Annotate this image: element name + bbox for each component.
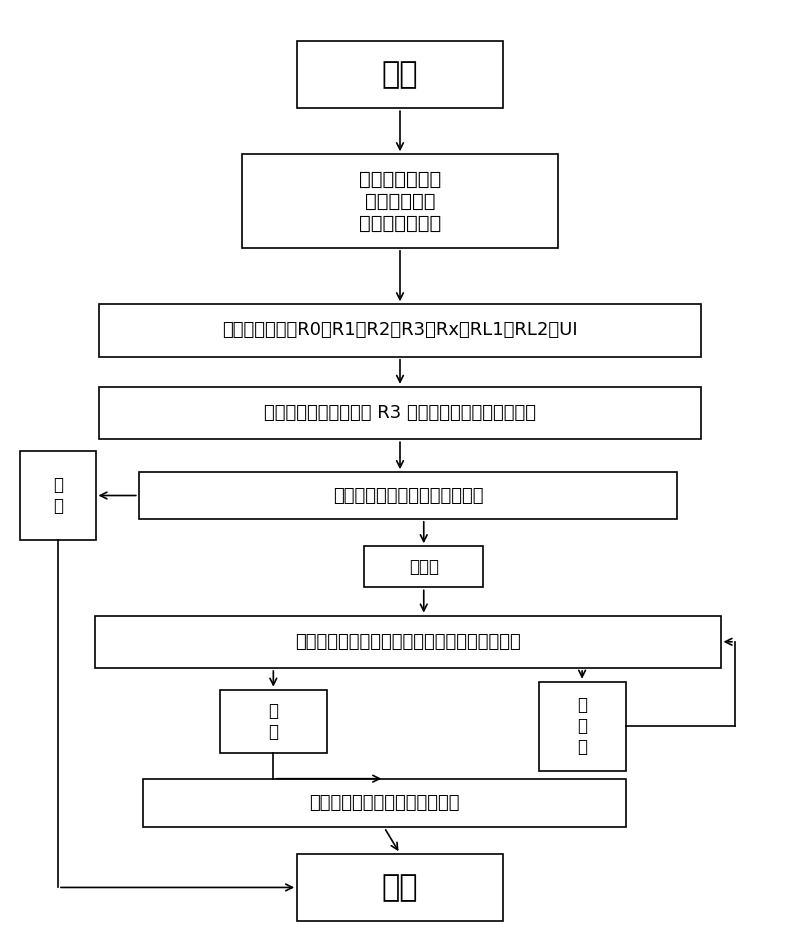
Text: 输入相应参数：R0、R1、R2、R3、Rx、RL1、RL2、UI: 输入相应参数：R0、R1、R2、R3、Rx、RL1、RL2、UI xyxy=(222,322,578,340)
Text: 计算当电位器触点处在 R3 点时，各支路的电流和功率: 计算当电位器触点处在 R3 点时，各支路的电流和功率 xyxy=(264,404,536,422)
Text: 满
意: 满 意 xyxy=(268,702,278,741)
Text: 选择手柄类型：
单电位器手柄
或双电位器手柄: 选择手柄类型： 单电位器手柄 或双电位器手柄 xyxy=(359,169,441,233)
Text: 输出此时各支路所对应的电阻值: 输出此时各支路所对应的电阻值 xyxy=(309,794,459,812)
Bar xyxy=(20,451,96,540)
Bar xyxy=(99,305,701,357)
Bar xyxy=(99,387,701,439)
Text: 满
意: 满 意 xyxy=(53,476,63,515)
Bar xyxy=(95,616,721,668)
Text: 不
满
意: 不 满 意 xyxy=(577,696,587,756)
Text: 微调相应电阻阻值，实时输出相应电流变化曲线: 微调相应电阻阻值，实时输出相应电流变化曲线 xyxy=(295,633,521,651)
Bar xyxy=(142,779,626,828)
Bar xyxy=(242,154,558,248)
Text: 开始: 开始 xyxy=(382,60,418,89)
Bar xyxy=(297,41,503,108)
Bar xyxy=(220,690,326,753)
Text: 不满意: 不满意 xyxy=(409,558,438,576)
Bar xyxy=(138,472,677,519)
Bar xyxy=(364,546,483,587)
Bar xyxy=(297,853,503,921)
Bar xyxy=(538,682,626,771)
Text: 选择并输出各支路电流变化曲线: 选择并输出各支路电流变化曲线 xyxy=(333,486,483,504)
Text: 结束: 结束 xyxy=(382,873,418,902)
